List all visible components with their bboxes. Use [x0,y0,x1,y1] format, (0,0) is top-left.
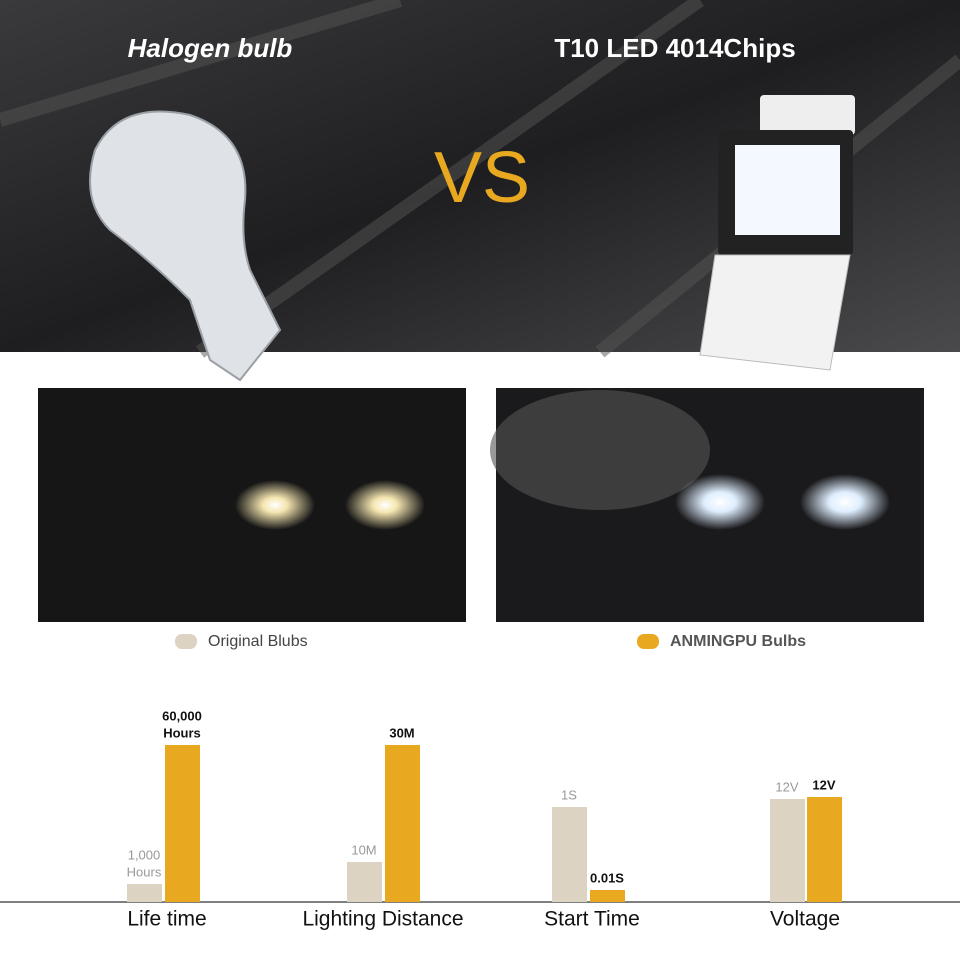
legend-swatch [637,634,659,649]
bar-label: 0.01S [590,870,624,885]
bar [552,807,587,902]
bar-label: 30M [389,725,414,740]
bar [347,862,382,902]
bar [127,884,162,902]
bar [165,745,200,902]
bar-label: 1,000 [128,847,161,862]
halogen-bulb [89,110,282,382]
bar-label: Hours [163,725,201,740]
bar-label: 12V [775,779,798,794]
category-label: Voltage [770,908,840,931]
category-label: Start Time [544,908,640,931]
bar-label: 1S [561,787,577,802]
category-label: Life time [127,908,206,931]
vs-text: VS [434,138,530,218]
legend-label: ANMINGPU Bulbs [670,633,806,650]
category-label: Lighting Distance [302,908,463,931]
legend-swatch [175,634,197,649]
bar-label: 10M [351,842,376,857]
legend-label: Original Blubs [208,633,308,650]
photo-led [490,388,924,622]
bar [590,890,625,902]
bar [807,797,842,902]
bar [385,745,420,902]
bar-label: 12V [812,777,835,792]
bar [770,799,805,902]
led-bulb [699,95,855,371]
left-title: Halogen bulb [128,33,293,63]
bar-label: 60,000 [162,708,202,723]
right-title: T10 LED 4014Chips [554,33,795,63]
bar-label: Hours [127,864,162,879]
photo-original [38,388,466,622]
